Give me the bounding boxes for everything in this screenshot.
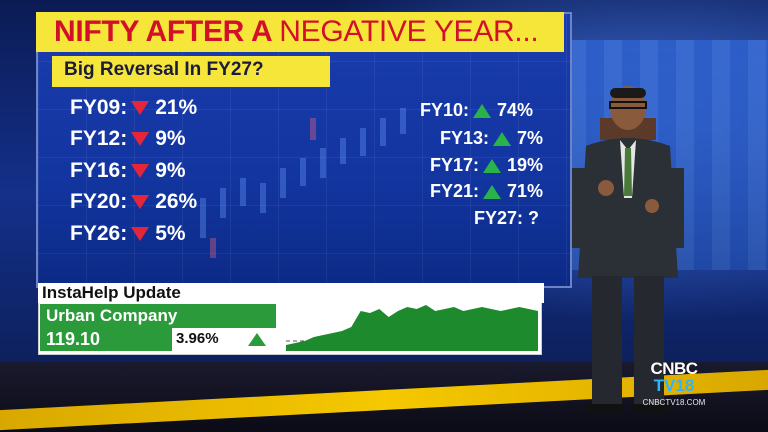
row-label: FY26:: [70, 222, 128, 245]
up-arrow-icon: [493, 131, 512, 146]
sparkline-area: [286, 305, 538, 351]
row-value: 21%: [155, 96, 198, 119]
ticker-header: InstaHelp Update: [38, 283, 544, 303]
row-value: 9%: [155, 159, 186, 182]
right-row-fy17: FY17: 19%: [430, 155, 543, 176]
up-arrow-icon: [483, 184, 502, 199]
left-row-fy26: FY26: 5%: [70, 222, 186, 246]
row-value: 7%: [517, 128, 544, 148]
logo-line1: CNBC: [650, 359, 698, 378]
row-label: FY21:: [430, 181, 480, 201]
right-row-fy10: FY10: 74%: [420, 100, 533, 121]
headline-part2: NEGATIVE YEAR...: [279, 15, 539, 48]
subtitle: Big Reversal In FY27?: [64, 59, 264, 80]
ticker-company: Urban Company: [40, 304, 276, 328]
row-value: 71%: [507, 181, 544, 201]
row-value: 5%: [155, 222, 186, 245]
row-value: 9%: [155, 127, 186, 150]
presenter-figure: [572, 86, 684, 414]
down-arrow-icon: [131, 101, 150, 115]
headline-banner: [36, 12, 564, 52]
row-label: FY10:: [420, 100, 470, 120]
row-label: FY13:: [440, 128, 490, 148]
row-label: FY09:: [70, 96, 128, 119]
row-value: 26%: [155, 190, 198, 213]
logo-url: CNBCTV18.COM: [642, 398, 706, 407]
up-arrow-icon: [483, 158, 502, 173]
row-label: FY17:: [430, 155, 480, 175]
right-row-fy27: FY27: ?: [474, 208, 539, 229]
row-value: 74%: [497, 100, 534, 120]
row-value: 19%: [507, 155, 544, 175]
left-row-fy20: FY20: 26%: [70, 190, 197, 214]
right-row-fy21: FY21: 71%: [430, 181, 543, 202]
row-label: FY16:: [70, 159, 128, 182]
left-row-fy12: FY12: 9%: [70, 127, 186, 151]
down-arrow-icon: [131, 195, 150, 209]
ticker-sparkline: [286, 305, 538, 351]
up-arrow-icon: [473, 103, 492, 118]
left-row-fy16: FY16: 9%: [70, 159, 186, 183]
headline-part1: NIFTY AFTER A: [54, 15, 280, 48]
subtitle-box: [52, 56, 330, 87]
left-row-fy09: FY09: 21%: [70, 96, 197, 120]
ticker-price: 119.10: [40, 328, 172, 351]
right-row-fy13: FY13: 7%: [440, 128, 543, 149]
down-arrow-icon: [131, 132, 150, 146]
row-label: FY12:: [70, 127, 128, 150]
down-arrow-icon: [131, 227, 150, 241]
candlestick-backdrop: [200, 108, 406, 258]
headline: NIFTY AFTER A NEGATIVE YEAR...: [54, 15, 539, 49]
up-arrow-icon: [248, 333, 266, 346]
ticker-change: 3.96%: [176, 330, 219, 347]
channel-logo: CNBC TV18 CNBCTV18.COM: [642, 360, 706, 407]
row-label: FY20:: [70, 190, 128, 213]
down-arrow-icon: [131, 164, 150, 178]
row-label: FY27: ?: [474, 208, 540, 228]
logo-line2: TV18: [653, 376, 695, 395]
